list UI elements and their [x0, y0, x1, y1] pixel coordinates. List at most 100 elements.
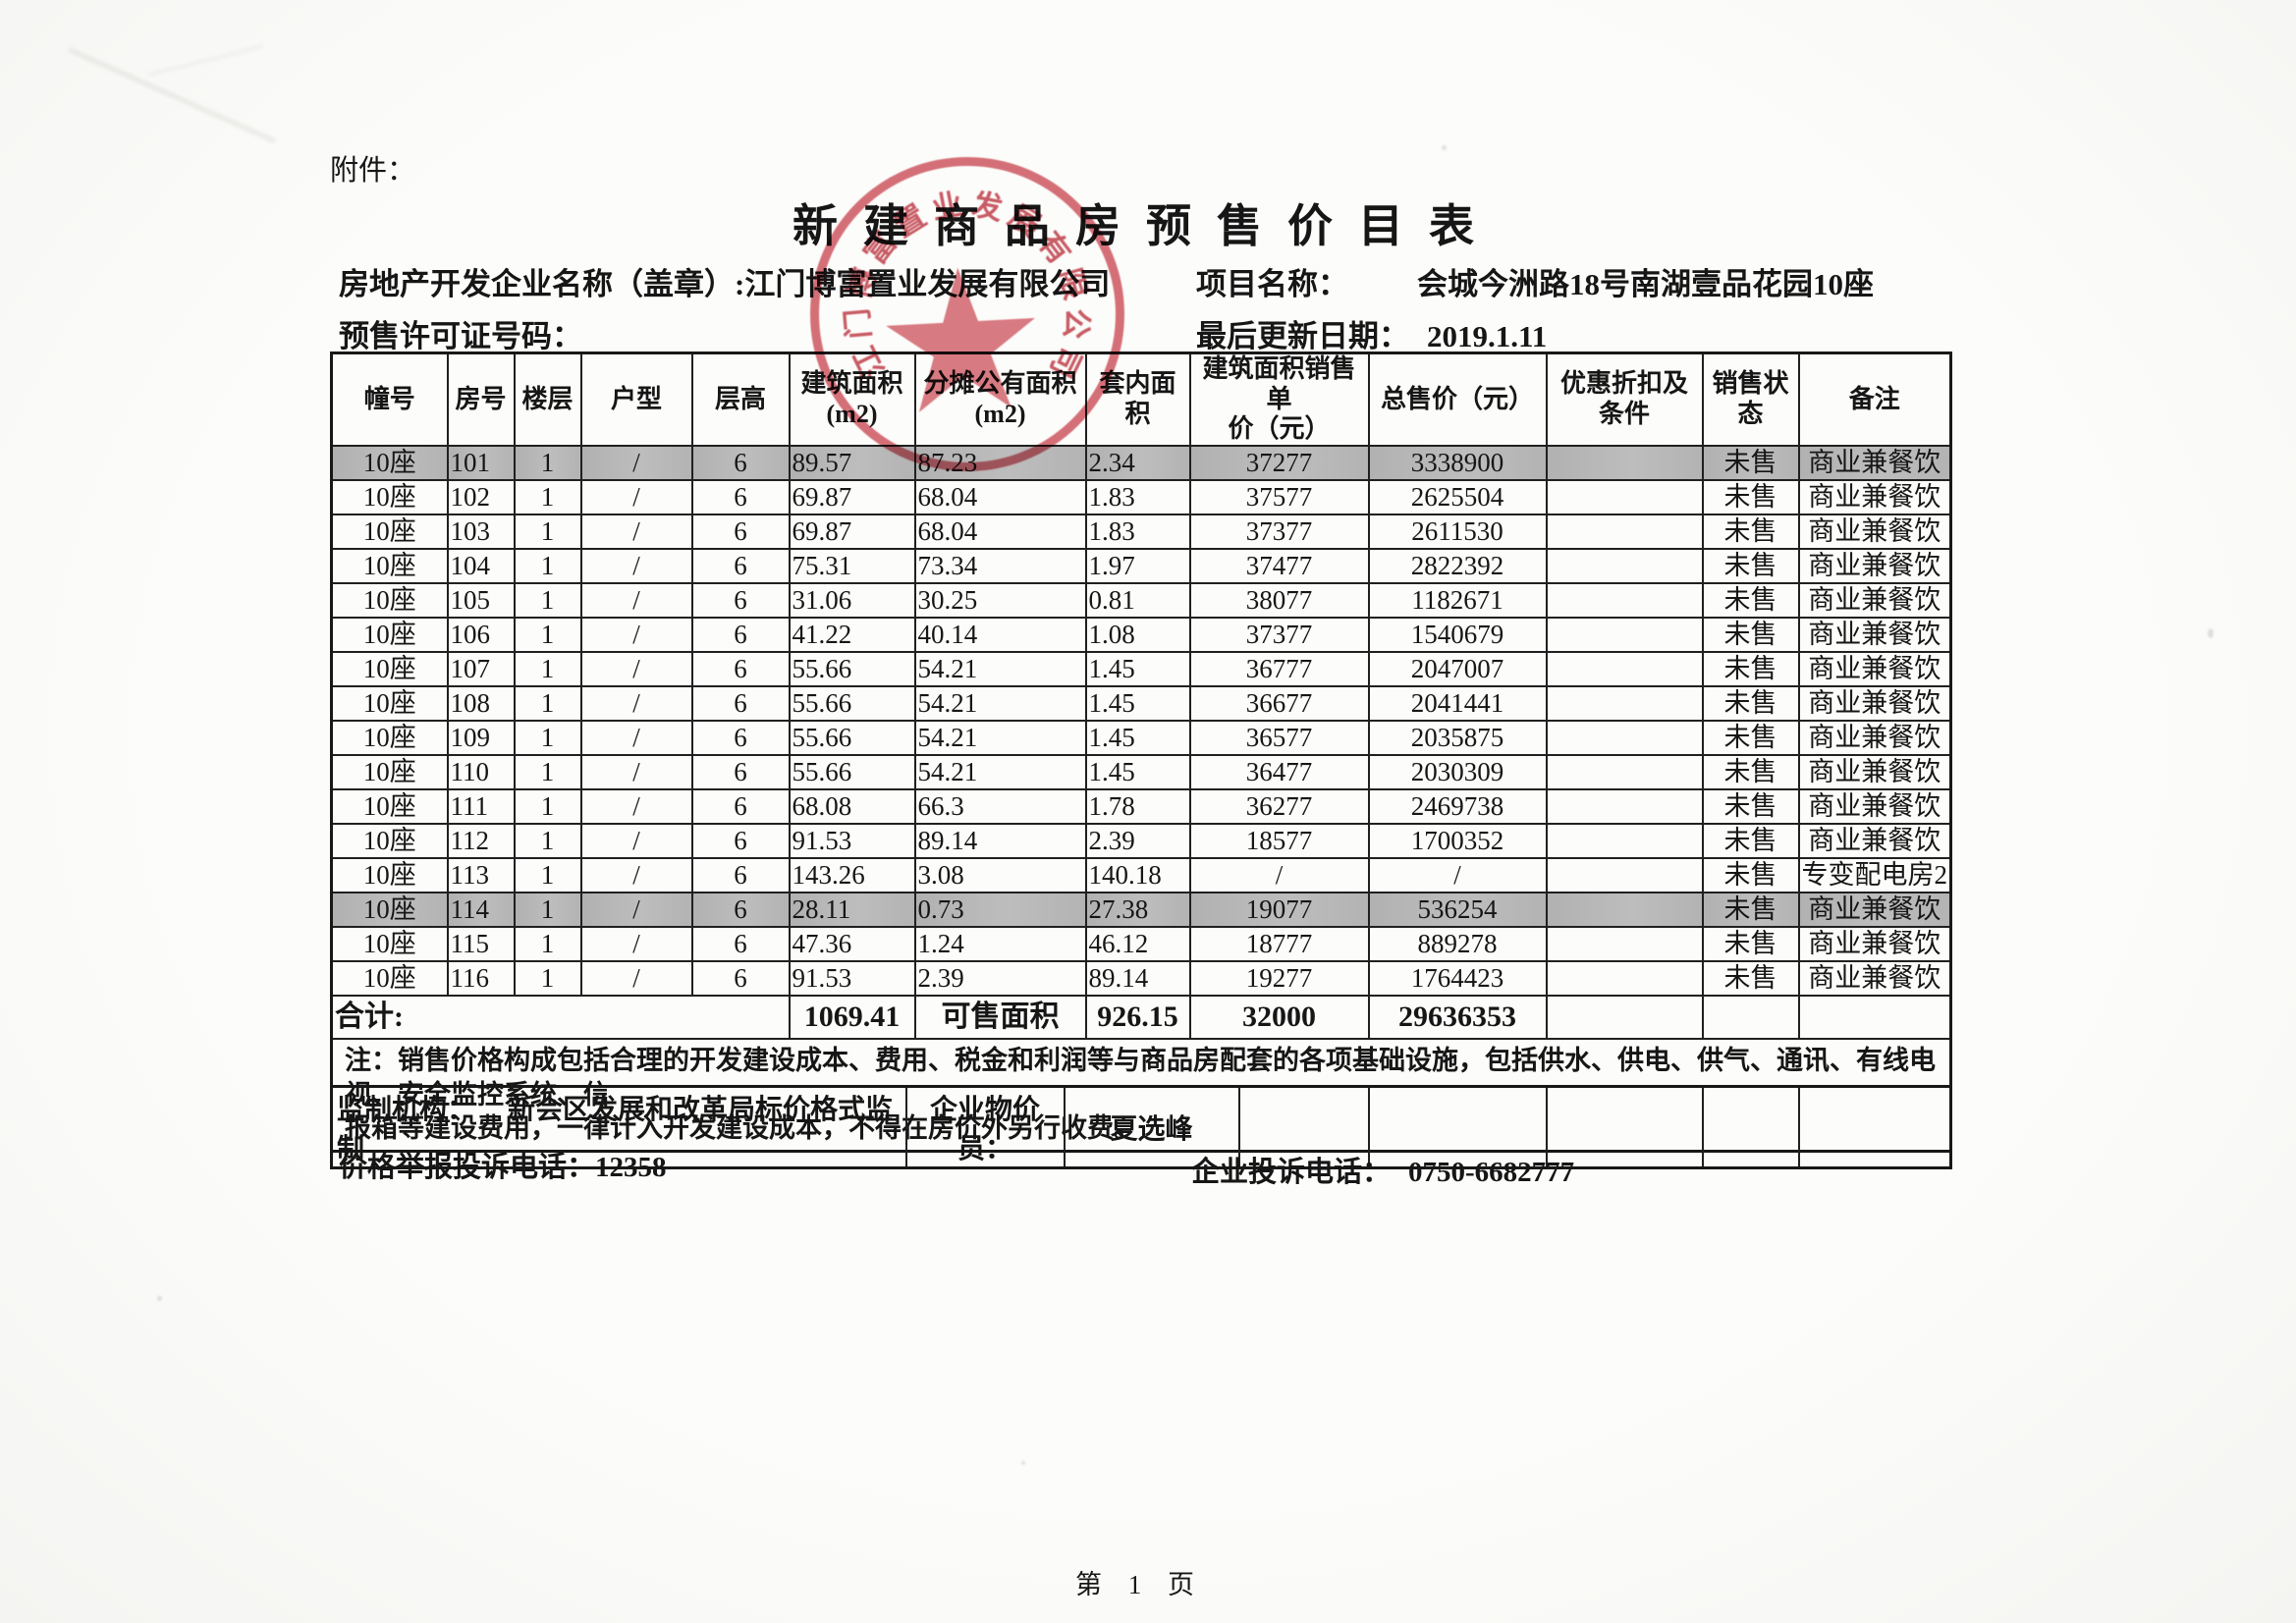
- seal-character: 门: [840, 306, 877, 341]
- cell-unit_price: 19277: [1188, 960, 1370, 998]
- cell-type: /: [579, 685, 693, 723]
- table-row: 10座 114 1/6 28.11 0.73 27.38 19077 536254 未售 商业兼餐…: [330, 892, 1952, 929]
- cell-discount: [1545, 754, 1704, 791]
- table-row: 10座 101 1/6 89.57 87.23 2.34 37277 3338900 未售 商业兼…: [330, 445, 1952, 482]
- officer-label: 企业物价员：: [904, 1085, 1066, 1169]
- cell-total_price: 2625504: [1367, 479, 1548, 516]
- cell-unit_price: 38077: [1188, 582, 1370, 620]
- total-row: 合计: 1069.41 可售面积 926.15 32000 29636353: [330, 995, 1952, 1041]
- cell-remark: 商业兼餐饮: [1797, 960, 1952, 998]
- updated-value: 2019.1.11: [1427, 319, 1548, 353]
- col-header-unit-type: 户型: [579, 352, 693, 448]
- cell-unit_price: 36277: [1188, 788, 1370, 826]
- cell-unit_price: 18577: [1188, 823, 1370, 860]
- document-title: 新建商品房预售价目表: [793, 201, 1500, 251]
- cell-discount: [1545, 479, 1704, 516]
- cell-floor: 1: [513, 926, 582, 963]
- cell-total_price: 2611530: [1367, 514, 1548, 551]
- cell-status: 未售: [1701, 651, 1800, 688]
- cell-area: 28.11: [788, 892, 916, 929]
- cell-status: 未售: [1701, 857, 1800, 894]
- cell-total_price: 2469738: [1367, 788, 1548, 826]
- col-header-remark: 备注: [1797, 352, 1952, 448]
- cell-status: 未售: [1701, 720, 1800, 757]
- cell-inner: 1.45: [1084, 685, 1191, 723]
- cell-status: 未售: [1701, 823, 1800, 860]
- cell-floor: 1: [513, 720, 582, 757]
- cell-inner: 1.97: [1084, 548, 1191, 585]
- cell-room: 107: [446, 651, 516, 688]
- table-row: 10座 103 1/6 69.87 68.04 1.83 37377 2611530 未售 商业兼…: [330, 514, 1952, 551]
- project-line: 项目名称： 会城今洲路18号南湖壹品花园10座: [1196, 259, 1874, 303]
- project-name: 会城今洲路18号南湖壹品花园10座: [1417, 267, 1874, 301]
- updated-label: 最后更新日期：: [1196, 319, 1409, 353]
- cell-height: 6: [690, 892, 791, 929]
- cell-unit_price: 36677: [1188, 685, 1370, 723]
- cell-shared: 54.21: [913, 720, 1087, 757]
- cell-area: 69.87: [788, 514, 916, 551]
- cell-building: 10座: [330, 685, 449, 723]
- cell-status: 未售: [1701, 685, 1800, 723]
- cell-shared: 54.21: [913, 651, 1087, 688]
- cell-floor: 1: [513, 548, 582, 585]
- cell-unit_price: 36477: [1188, 754, 1370, 791]
- cell-shared: 68.04: [913, 479, 1087, 516]
- cell-building: 10座: [330, 582, 449, 620]
- cell-inner: 89.14: [1084, 960, 1191, 998]
- table-row: 10座 106 1/6 41.22 40.14 1.08 37377 1540679 未售 商业兼…: [330, 617, 1952, 654]
- cell-shared: 30.25: [913, 582, 1087, 620]
- cell-room: 115: [446, 926, 516, 963]
- saleable-area-label: 可售面积: [913, 995, 1087, 1041]
- agency-label: 监制机构：: [337, 1095, 475, 1125]
- cell-inner: 140.18: [1084, 857, 1191, 894]
- sup-empty-cell: [1701, 1085, 1800, 1169]
- cell-floor: 1: [513, 479, 582, 516]
- cell-height: 6: [690, 445, 791, 482]
- cell-floor: 1: [513, 445, 582, 482]
- cell-total_price: 1700352: [1367, 823, 1548, 860]
- table-row: 10座 110 1/6 55.66 54.21 1.45 36477 2030309 未售 商业兼…: [330, 754, 1952, 791]
- cell-discount: [1545, 926, 1704, 963]
- cell-height: 6: [690, 823, 791, 860]
- page-number: 第 1 页: [1075, 1570, 1204, 1599]
- cell-room: 108: [446, 685, 516, 723]
- cell-status: 未售: [1701, 892, 1800, 929]
- cell-room: 106: [446, 617, 516, 654]
- cell-height: 6: [690, 788, 791, 826]
- cell-discount: [1545, 788, 1704, 826]
- cell-building: 10座: [330, 479, 449, 516]
- total-label: 合计:: [330, 995, 791, 1041]
- cell-area: 69.87: [788, 479, 916, 516]
- cell-building: 10座: [330, 617, 449, 654]
- cell-total_price: 1764423: [1367, 960, 1548, 998]
- cell-shared: 0.73: [913, 892, 1087, 929]
- cell-inner: 1.78: [1084, 788, 1191, 826]
- price-list-table: 幢号 房号 楼层 户型 层高 建筑面积 (m2) 分摊公有面积 (m2) 套内面…: [330, 352, 1952, 1153]
- cell-inner: 2.34: [1084, 445, 1191, 482]
- total-discount-empty: [1545, 995, 1704, 1041]
- col-header-shared-area: 分摊公有面积 (m2): [913, 352, 1087, 448]
- cell-area: 75.31: [788, 548, 916, 585]
- cell-type: /: [579, 857, 693, 894]
- cell-area: 55.66: [788, 754, 916, 791]
- cell-height: 6: [690, 617, 791, 654]
- cell-height: 6: [690, 926, 791, 963]
- cell-status: 未售: [1701, 548, 1800, 585]
- cell-shared: 87.23: [913, 445, 1087, 482]
- cell-floor: 1: [513, 857, 582, 894]
- total-status-empty: [1701, 995, 1800, 1041]
- cell-building: 10座: [330, 926, 449, 963]
- col-header-storey-height: 层高: [690, 352, 791, 448]
- cell-inner: 1.08: [1084, 617, 1191, 654]
- cell-type: /: [579, 479, 693, 516]
- col-header-unit-price: 建筑面积销售单 价（元）: [1188, 352, 1370, 448]
- cell-remark: 商业兼餐饮: [1797, 479, 1952, 516]
- report-phone-line: 价格举报投诉电话：12358: [339, 1144, 667, 1185]
- scan-speck: [2208, 628, 2214, 638]
- col-header-sale-status: 销售状 态: [1701, 352, 1800, 448]
- cell-remark: 商业兼餐饮: [1797, 617, 1952, 654]
- cell-building: 10座: [330, 445, 449, 482]
- cell-type: /: [579, 617, 693, 654]
- cell-floor: 1: [513, 960, 582, 998]
- cell-floor: 1: [513, 892, 582, 929]
